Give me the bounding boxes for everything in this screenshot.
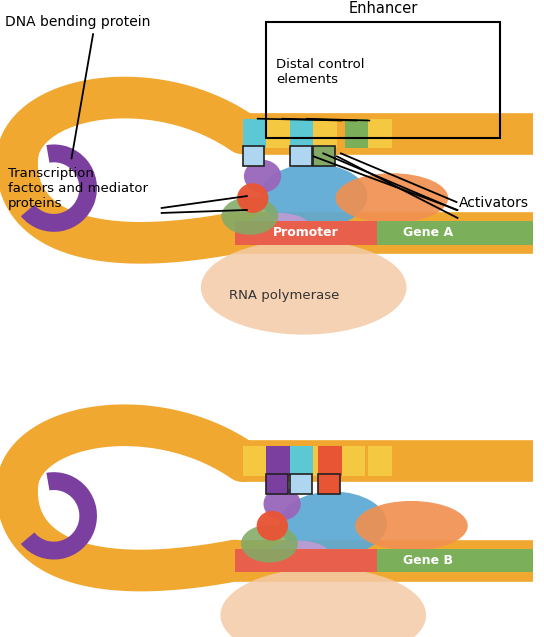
Ellipse shape (259, 164, 367, 228)
Text: Transcription
factors and mediator
proteins: Transcription factors and mediator prote… (8, 167, 148, 210)
FancyBboxPatch shape (267, 118, 290, 148)
FancyBboxPatch shape (235, 221, 377, 245)
FancyBboxPatch shape (290, 474, 312, 494)
FancyBboxPatch shape (235, 548, 377, 573)
FancyBboxPatch shape (318, 474, 340, 494)
Ellipse shape (257, 511, 288, 541)
Ellipse shape (279, 492, 387, 556)
Text: DNA bending protein: DNA bending protein (5, 15, 150, 29)
FancyBboxPatch shape (313, 447, 337, 476)
Text: Enhancer: Enhancer (348, 1, 418, 16)
Ellipse shape (221, 197, 278, 235)
Ellipse shape (336, 173, 448, 223)
FancyBboxPatch shape (377, 548, 533, 573)
FancyBboxPatch shape (243, 447, 267, 476)
Text: Promoter: Promoter (273, 226, 339, 240)
FancyBboxPatch shape (290, 118, 313, 148)
FancyBboxPatch shape (290, 447, 313, 476)
FancyBboxPatch shape (318, 447, 342, 476)
Ellipse shape (201, 240, 406, 334)
FancyBboxPatch shape (267, 474, 288, 494)
Ellipse shape (220, 568, 426, 637)
FancyBboxPatch shape (368, 118, 392, 148)
FancyBboxPatch shape (243, 147, 264, 166)
FancyBboxPatch shape (290, 147, 312, 166)
Text: Gene A: Gene A (403, 226, 453, 240)
Ellipse shape (267, 541, 331, 571)
FancyBboxPatch shape (342, 447, 366, 476)
FancyBboxPatch shape (243, 118, 267, 148)
FancyBboxPatch shape (368, 447, 392, 476)
Text: Activators: Activators (459, 196, 528, 210)
Ellipse shape (355, 501, 468, 550)
Ellipse shape (248, 213, 311, 243)
Ellipse shape (241, 525, 298, 562)
FancyBboxPatch shape (313, 147, 335, 166)
FancyBboxPatch shape (377, 221, 533, 245)
Text: Gene B: Gene B (403, 554, 453, 567)
Ellipse shape (244, 160, 281, 192)
Text: Distal control
elements: Distal control elements (276, 59, 364, 87)
Wedge shape (21, 472, 97, 559)
Text: RNA polymerase: RNA polymerase (229, 289, 339, 302)
FancyBboxPatch shape (267, 447, 290, 476)
FancyBboxPatch shape (290, 447, 313, 476)
Ellipse shape (263, 487, 301, 520)
FancyBboxPatch shape (345, 118, 368, 148)
FancyBboxPatch shape (313, 118, 337, 148)
Ellipse shape (237, 183, 268, 213)
Wedge shape (21, 145, 97, 232)
